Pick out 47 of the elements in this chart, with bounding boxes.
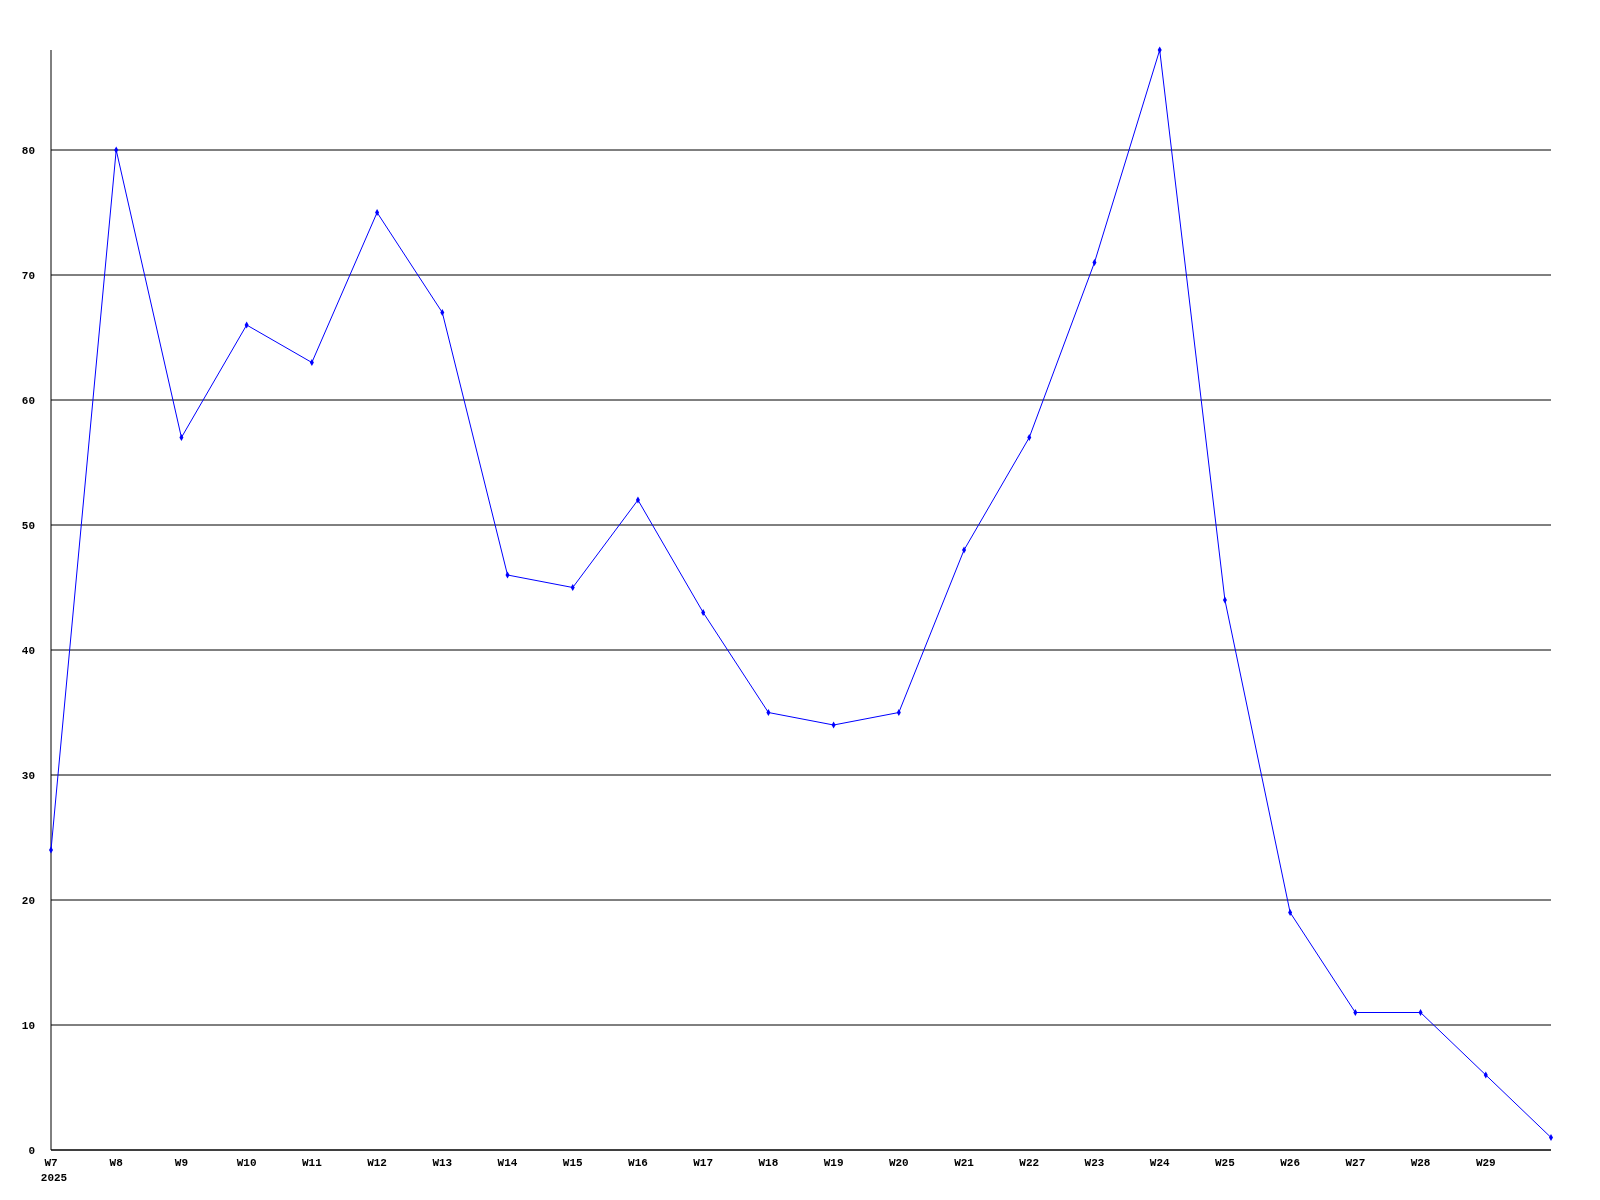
point	[48, 846, 54, 854]
point	[1353, 1009, 1358, 1016]
x-tick-label: W15	[562, 1157, 584, 1169]
x-tick-label: W16	[628, 1157, 648, 1169]
point	[1092, 259, 1097, 266]
x-tick-label: W12	[367, 1157, 387, 1169]
x-tick-label: W13	[432, 1157, 453, 1169]
text: 2025	[40, 1172, 68, 1184]
x-tick-label: W20	[888, 1157, 909, 1169]
y-tick-label: 40	[21, 644, 35, 657]
point	[701, 609, 706, 616]
y-tick-label: 10	[21, 1019, 35, 1032]
y-tick-label: 0	[28, 1144, 35, 1157]
point	[1418, 1009, 1423, 1016]
x-tick-label: W10	[236, 1157, 257, 1169]
x-tick-label: W27	[1345, 1157, 1366, 1169]
x-tick-label: W26	[1280, 1157, 1301, 1169]
point	[179, 434, 184, 441]
x-tick-label: W8	[109, 1157, 124, 1169]
point	[309, 359, 314, 366]
x-tick-label: W18	[758, 1157, 779, 1169]
point	[440, 309, 445, 316]
y-tick-label: 30	[21, 769, 35, 782]
point	[570, 584, 575, 591]
x-tick-label: W11	[301, 1157, 323, 1169]
x-tick-label: W17	[693, 1157, 714, 1169]
x-tick-label: W19	[823, 1157, 844, 1169]
x-tick-label: W28	[1410, 1157, 1431, 1169]
y-tick-label: 80	[21, 144, 35, 157]
point	[896, 709, 901, 716]
point	[375, 209, 380, 216]
x-tick-label: W22	[1019, 1157, 1040, 1169]
point	[1027, 434, 1032, 441]
x-tick-label: W21	[954, 1157, 975, 1169]
point	[766, 709, 771, 716]
y-tick-label: 60	[21, 394, 35, 407]
y-tick-label: 50	[21, 519, 35, 532]
y-tick-label: 70	[21, 269, 35, 282]
y-tick-label: 20	[21, 894, 35, 907]
x-tick-label: W25	[1215, 1157, 1236, 1169]
x-tick-label: W29	[1475, 1157, 1496, 1169]
x-tick-label: W14	[497, 1157, 518, 1169]
x-tick-label: W23	[1084, 1157, 1105, 1169]
x-tick-label: W24	[1149, 1157, 1170, 1169]
point	[1288, 909, 1293, 916]
x-tick-label: W9	[174, 1157, 189, 1169]
x-tick-label: W7	[44, 1157, 58, 1169]
